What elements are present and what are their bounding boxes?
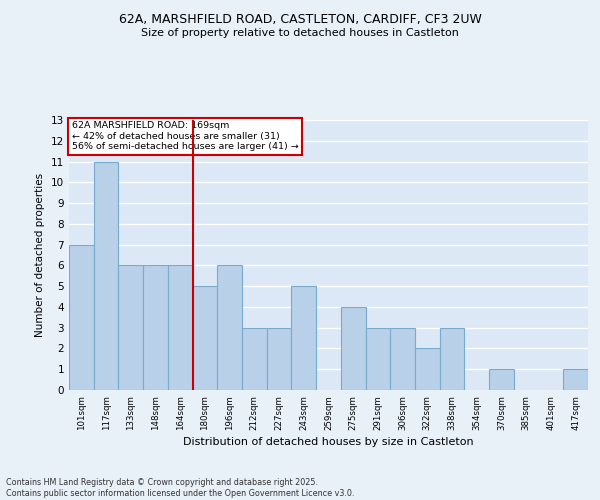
Bar (563, 369, 588, 390)
Bar (341, 307, 365, 390)
Bar (217, 266, 242, 390)
Text: Contains HM Land Registry data © Crown copyright and database right 2025.
Contai: Contains HM Land Registry data © Crown c… (6, 478, 355, 498)
Bar (94, 162, 118, 390)
Bar (489, 369, 514, 390)
Text: Size of property relative to detached houses in Castleton: Size of property relative to detached ho… (141, 28, 459, 38)
Bar (118, 266, 143, 390)
Bar (193, 286, 217, 390)
Bar (168, 266, 193, 390)
Text: 62A MARSHFIELD ROAD: 169sqm
← 42% of detached houses are smaller (31)
56% of sem: 62A MARSHFIELD ROAD: 169sqm ← 42% of det… (71, 122, 298, 151)
Y-axis label: Number of detached properties: Number of detached properties (35, 173, 46, 337)
Bar (415, 348, 440, 390)
Bar (365, 328, 390, 390)
Bar (143, 266, 168, 390)
X-axis label: Distribution of detached houses by size in Castleton: Distribution of detached houses by size … (183, 436, 474, 446)
Bar (440, 328, 464, 390)
Bar (242, 328, 267, 390)
Bar (292, 286, 316, 390)
Bar (390, 328, 415, 390)
Bar (267, 328, 292, 390)
Text: 62A, MARSHFIELD ROAD, CASTLETON, CARDIFF, CF3 2UW: 62A, MARSHFIELD ROAD, CASTLETON, CARDIFF… (119, 12, 481, 26)
Bar (69, 244, 94, 390)
